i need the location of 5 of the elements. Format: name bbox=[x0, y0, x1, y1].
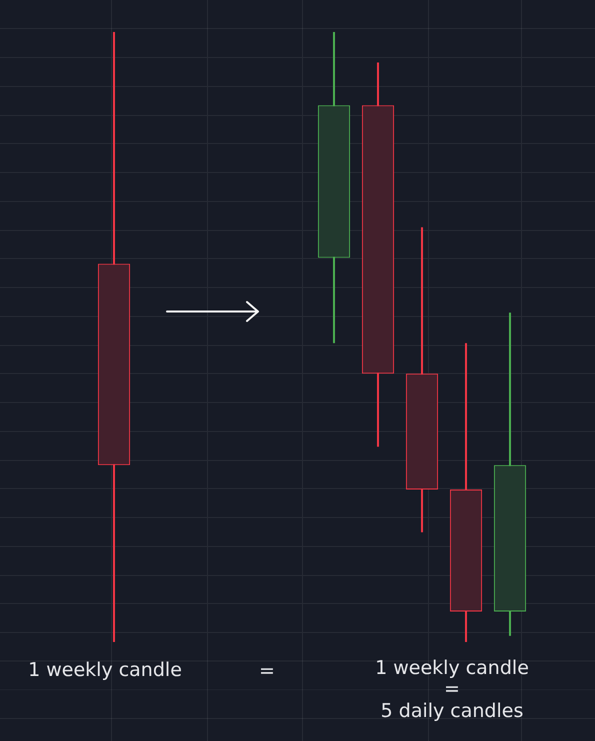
text: = bbox=[259, 660, 275, 682]
text: 1 weekly candle bbox=[28, 659, 182, 681]
text: 1 weekly candle bbox=[375, 657, 529, 679]
text: 5 daily candles bbox=[380, 700, 524, 722]
text: = bbox=[444, 678, 460, 700]
